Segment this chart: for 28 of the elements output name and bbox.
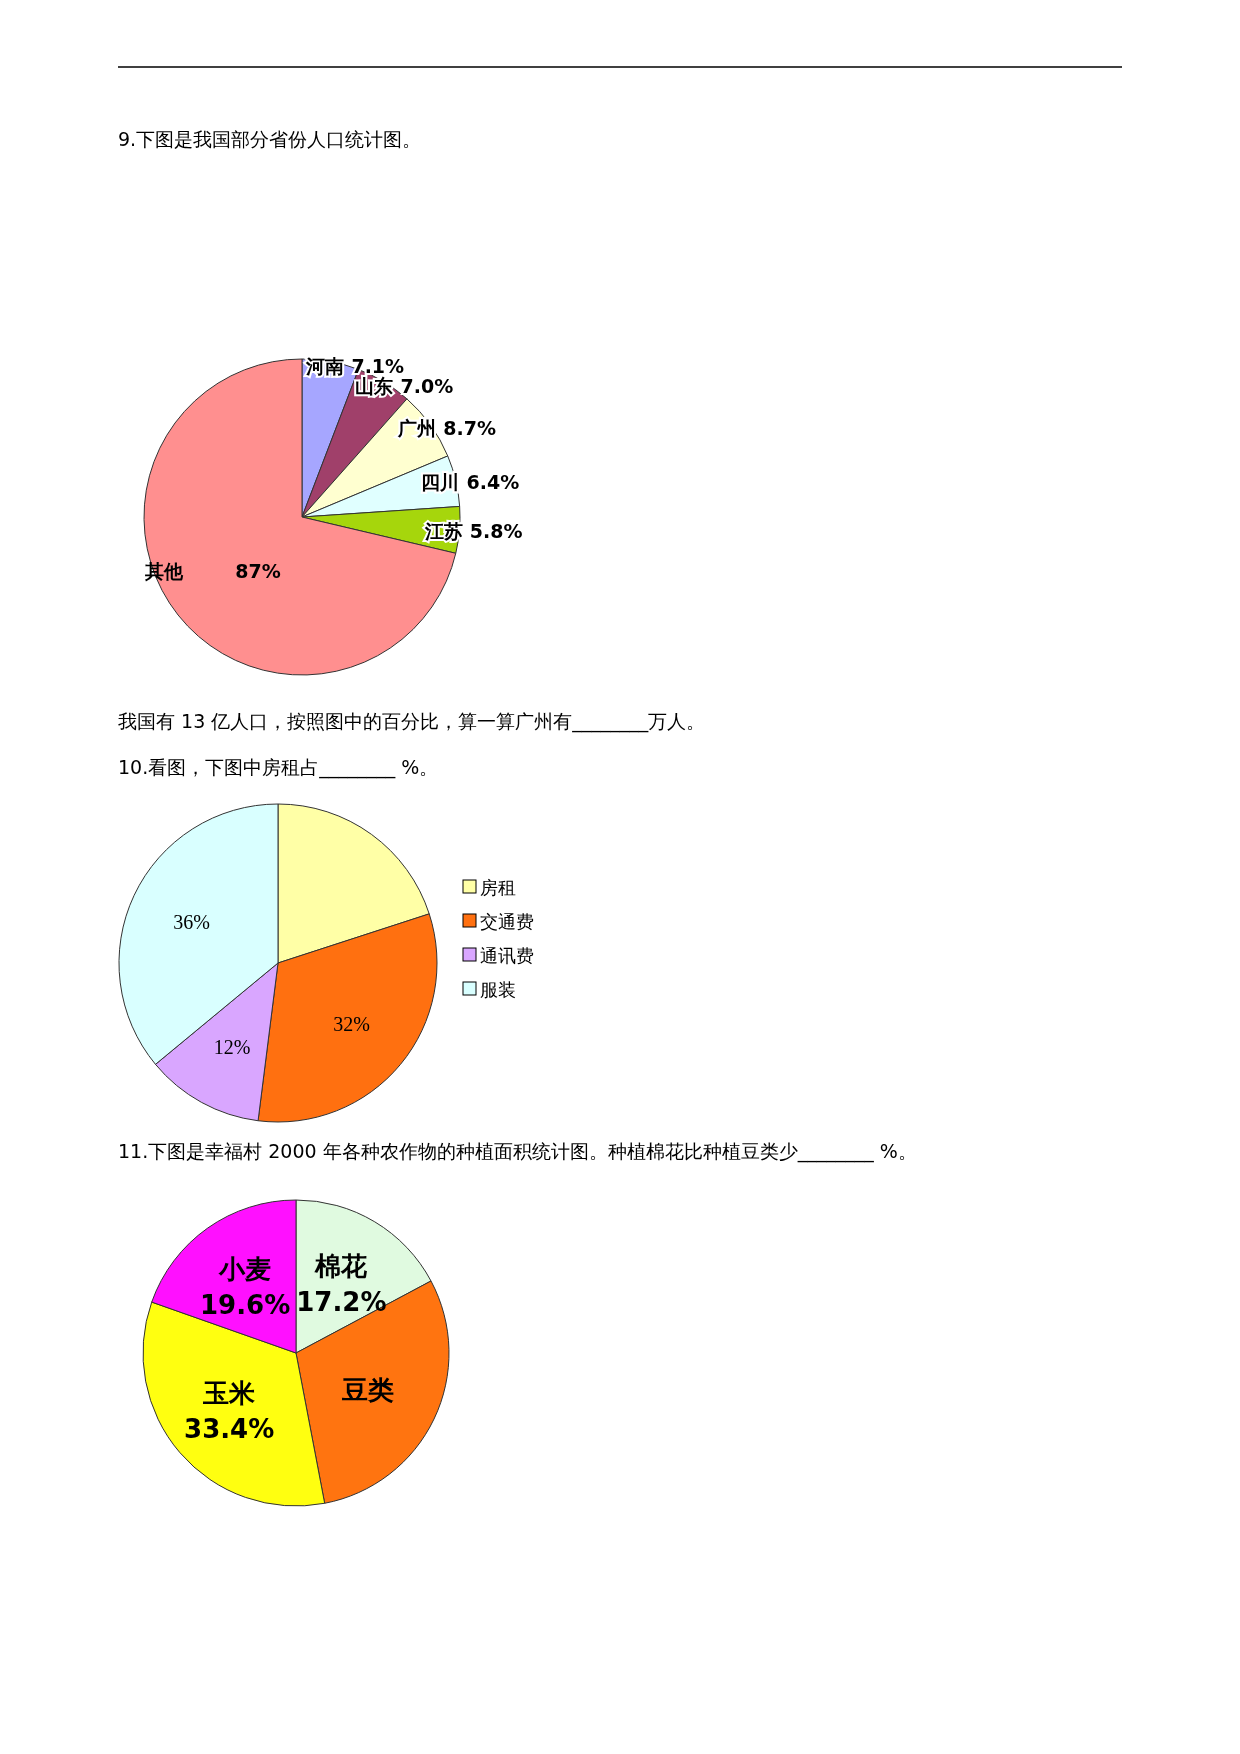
data-label: 19.6%: [199, 1290, 291, 1321]
legend-label: 服装: [480, 979, 516, 1000]
data-label: 36%: [173, 911, 211, 934]
data-label: 7.1%: [351, 354, 405, 377]
data-label: 8.7%: [443, 416, 496, 439]
data-label: 12%: [213, 1035, 251, 1058]
text: 11.下图是幸福村 2000 年各种农作物的种植面积统计图。种植棉花比种植豆类少________ %。: [118, 1140, 917, 1163]
data-label: 5.8%: [469, 519, 523, 542]
data-label: 17.2%: [296, 1286, 387, 1317]
slice-label: 豆类: [340, 1375, 394, 1406]
legend-label: 通讯费: [480, 945, 534, 966]
slice-label: 小麦: [218, 1254, 272, 1285]
data-label: 7.0%: [400, 374, 454, 397]
data-label: 33.4%: [184, 1413, 275, 1444]
legend-label: 交通费: [480, 911, 534, 932]
legend-label: 房租: [480, 877, 516, 898]
slice-label: 山东: [355, 374, 394, 397]
data-label: 87%: [235, 559, 281, 582]
slice-label: 广州: [397, 416, 437, 439]
chart-title: 10.看图，下图中房租占________ %。: [118, 756, 439, 779]
chart-title: 9.下图是我国部分省份人口统计图。: [118, 128, 422, 150]
text: 我国有 13 亿人口，按照图中的百分比，算一算广州有________万人。: [118, 710, 706, 733]
slice-label: 四川: [421, 471, 460, 494]
data-label: 6.4%: [466, 471, 520, 494]
slice-label: 棉花: [314, 1250, 368, 1281]
slice-label: 玉米: [202, 1377, 256, 1408]
slice-label: 其他: [144, 559, 185, 582]
data-label: 32%: [333, 1012, 370, 1035]
